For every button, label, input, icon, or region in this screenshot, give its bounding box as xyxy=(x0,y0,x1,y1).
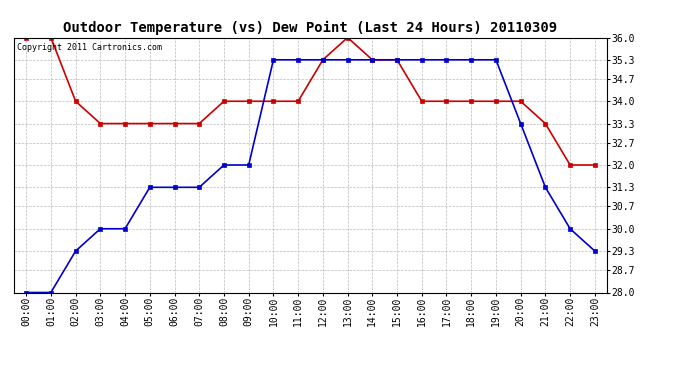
Title: Outdoor Temperature (vs) Dew Point (Last 24 Hours) 20110309: Outdoor Temperature (vs) Dew Point (Last… xyxy=(63,21,558,35)
Text: Copyright 2011 Cartronics.com: Copyright 2011 Cartronics.com xyxy=(17,43,161,52)
